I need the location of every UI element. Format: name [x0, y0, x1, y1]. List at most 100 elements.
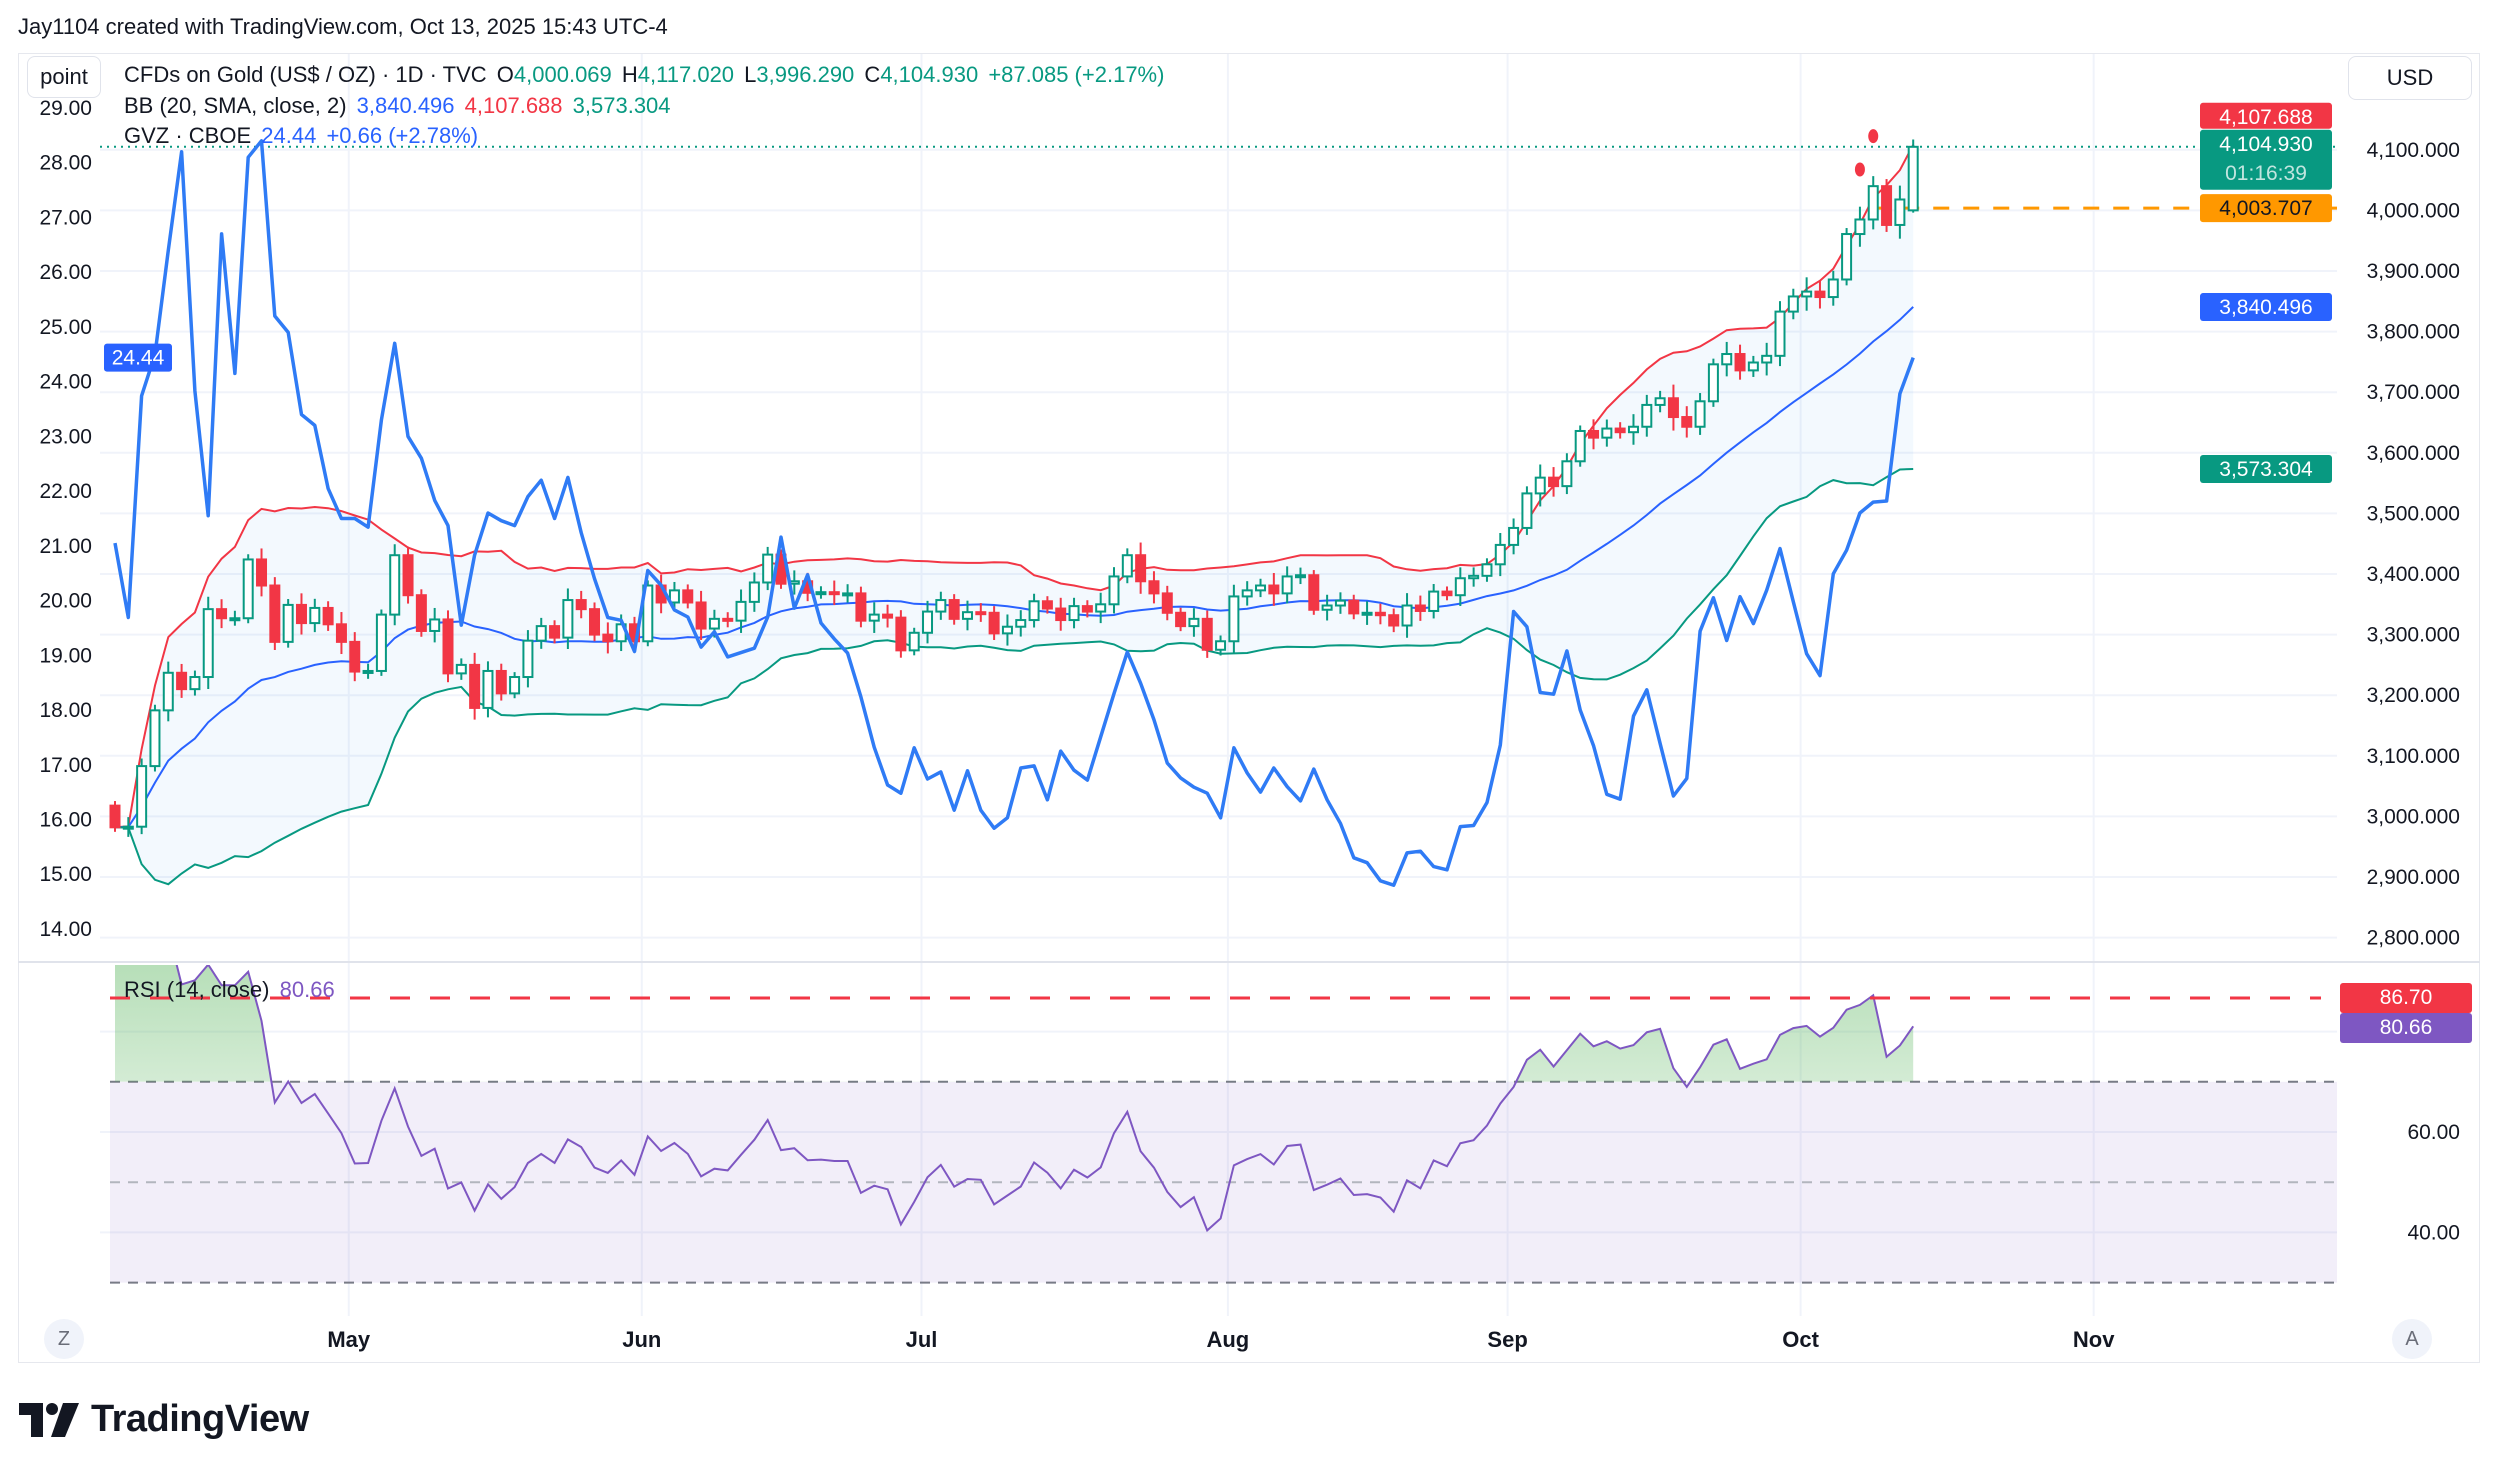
candle[interactable]: [1135, 542, 1147, 594]
candle[interactable]: [1015, 610, 1027, 637]
candle[interactable]: [842, 584, 854, 603]
candle[interactable]: [415, 589, 427, 637]
candle[interactable]: [256, 548, 268, 597]
candle[interactable]: [1148, 571, 1160, 604]
candle[interactable]: [1241, 581, 1253, 606]
candle[interactable]: [1001, 614, 1013, 646]
candle[interactable]: [549, 620, 561, 644]
candle[interactable]: [389, 544, 401, 626]
event-marker-icon[interactable]: [1854, 162, 1865, 177]
candle[interactable]: [1161, 585, 1173, 621]
candle[interactable]: [748, 572, 760, 612]
candle[interactable]: [309, 598, 321, 633]
candle[interactable]: [1175, 607, 1187, 632]
bb-legend[interactable]: BB (20, SMA, close, 2) 3,840.496 4,107.6…: [124, 93, 675, 119]
candle[interactable]: [122, 817, 134, 837]
candle[interactable]: [695, 590, 707, 640]
candle[interactable]: [242, 554, 254, 624]
candle[interactable]: [1081, 600, 1093, 618]
candle[interactable]: [1428, 584, 1440, 619]
candle[interactable]: [1894, 185, 1906, 239]
candle[interactable]: [349, 632, 361, 682]
candle[interactable]: [1521, 486, 1533, 535]
candle[interactable]: [575, 590, 587, 619]
candle[interactable]: [1747, 355, 1759, 377]
candle[interactable]: [1548, 467, 1560, 497]
candle[interactable]: [1294, 567, 1306, 585]
candle[interactable]: [1374, 603, 1386, 625]
candle[interactable]: [1881, 179, 1893, 232]
candle[interactable]: [1028, 593, 1040, 628]
candle[interactable]: [1627, 414, 1639, 445]
candle[interactable]: [1867, 176, 1879, 230]
currency-button[interactable]: USD: [2348, 56, 2472, 100]
candle[interactable]: [469, 652, 481, 720]
candle[interactable]: [1108, 567, 1120, 614]
tradingview-logo[interactable]: TradingView: [19, 1398, 309, 1441]
candle[interactable]: [1068, 597, 1080, 629]
candle[interactable]: [1774, 301, 1786, 367]
candle[interactable]: [1201, 610, 1213, 658]
candle[interactable]: [109, 801, 121, 832]
candle[interactable]: [189, 670, 201, 696]
candle[interactable]: [1561, 453, 1573, 495]
candle[interactable]: [935, 591, 947, 620]
candle[interactable]: [1508, 518, 1520, 555]
candle[interactable]: [1414, 595, 1426, 621]
candle[interactable]: [1215, 635, 1227, 656]
candle[interactable]: [1667, 384, 1679, 431]
candle[interactable]: [682, 584, 694, 609]
candle[interactable]: [975, 603, 987, 622]
candle[interactable]: [1761, 342, 1773, 376]
candle[interactable]: [282, 599, 294, 648]
candle[interactable]: [1281, 566, 1293, 604]
candle[interactable]: [735, 589, 747, 633]
candle[interactable]: [1614, 422, 1626, 439]
candle[interactable]: [948, 594, 960, 625]
candle[interactable]: [895, 610, 907, 658]
candle[interactable]: [1361, 601, 1373, 625]
candle[interactable]: [1641, 394, 1653, 437]
candle[interactable]: [1534, 464, 1546, 507]
candle[interactable]: [1654, 390, 1666, 413]
candle[interactable]: [828, 580, 840, 606]
candle[interactable]: [482, 661, 494, 718]
candle[interactable]: [602, 622, 614, 654]
candle[interactable]: [1255, 578, 1267, 598]
candle[interactable]: [1787, 288, 1799, 320]
candle[interactable]: [335, 612, 347, 655]
candle[interactable]: [362, 663, 374, 679]
candle[interactable]: [1228, 584, 1240, 653]
candle[interactable]: [1321, 594, 1333, 621]
candle[interactable]: [762, 546, 774, 591]
candle[interactable]: [1388, 608, 1400, 633]
candle[interactable]: [495, 663, 507, 701]
candle[interactable]: [295, 593, 307, 635]
candle[interactable]: [202, 596, 214, 689]
candle[interactable]: [961, 600, 973, 631]
candle[interactable]: [1121, 548, 1133, 584]
candle[interactable]: [522, 630, 534, 688]
candle[interactable]: [1681, 406, 1693, 438]
candle[interactable]: [988, 606, 1000, 640]
candle[interactable]: [1348, 594, 1360, 620]
candle[interactable]: [162, 661, 174, 722]
candle[interactable]: [589, 602, 601, 642]
candle[interactable]: [868, 602, 880, 633]
candle[interactable]: [1841, 228, 1853, 286]
candle[interactable]: [562, 588, 574, 650]
candle[interactable]: [229, 610, 241, 626]
candle[interactable]: [1401, 593, 1413, 638]
candle[interactable]: [855, 586, 867, 628]
candle[interactable]: [1734, 344, 1746, 380]
candle[interactable]: [1827, 270, 1839, 306]
candle[interactable]: [1268, 573, 1280, 606]
candle[interactable]: [1801, 277, 1813, 311]
candle[interactable]: [882, 604, 894, 628]
candle[interactable]: [1574, 425, 1586, 467]
candle[interactable]: [1041, 596, 1053, 614]
candle[interactable]: [1907, 139, 1919, 213]
candle[interactable]: [1334, 592, 1346, 614]
candle[interactable]: [908, 627, 920, 656]
candle[interactable]: [1494, 533, 1506, 577]
